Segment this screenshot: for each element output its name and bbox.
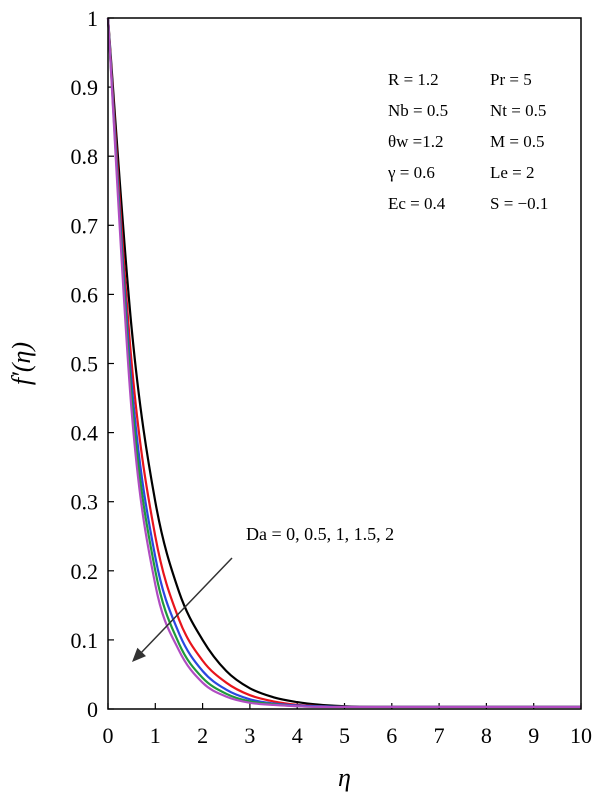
annotation-group: Da = 0, 0.5, 1, 1.5, 2 xyxy=(132,524,394,662)
y-tick-label: 0.4 xyxy=(71,421,99,446)
series-line-2 xyxy=(106,17,581,709)
parameter-label: Ec = 0.4 xyxy=(388,194,446,213)
parameter-label: M = 0.5 xyxy=(490,132,544,151)
parameter-label: Nb = 0.5 xyxy=(388,101,448,120)
series-layer xyxy=(106,17,581,709)
arrow-icon xyxy=(138,557,233,656)
y-tick-label: 0.1 xyxy=(71,628,99,653)
x-tick-label: 8 xyxy=(481,723,492,748)
y-tick-label: 0.5 xyxy=(71,352,99,377)
series-line-3 xyxy=(106,17,581,709)
x-tick-label: 1 xyxy=(150,723,161,748)
x-tick-label: 4 xyxy=(292,723,303,748)
y-tick-label: 0.3 xyxy=(71,490,99,515)
series-line-1 xyxy=(106,17,581,709)
y-tick-label: 0 xyxy=(87,697,98,722)
annotation-label: Da = 0, 0.5, 1, 1.5, 2 xyxy=(246,524,394,544)
x-tick-label: 6 xyxy=(386,723,397,748)
y-ticks: 0 0.1 0.2 0.3 0.4 0.5 0.6 0.7 0.8 0.9 1 xyxy=(71,6,114,722)
parameter-label: Le = 2 xyxy=(490,163,535,182)
x-tick-label: 9 xyxy=(528,723,539,748)
x-tick-label: 10 xyxy=(570,723,592,748)
parameter-label: R = 1.2 xyxy=(388,70,439,89)
series-line-4 xyxy=(106,17,581,709)
parameter-box: R = 1.2 Pr = 5 Nb = 0.5 Nt = 0.5 θw =1.2 M = … xyxy=(387,70,548,213)
x-ticks: 0 1 2 3 4 5 6 7 8 9 10 xyxy=(103,703,592,748)
y-tick-label: 0.9 xyxy=(71,75,99,100)
x-tick-label: 3 xyxy=(244,723,255,748)
y-axis-title: f′(η) xyxy=(7,342,36,385)
y-tick-label: 0.2 xyxy=(71,559,99,584)
parameter-label: S = −0.1 xyxy=(490,194,548,213)
parameter-label: Pr = 5 xyxy=(490,70,532,89)
parameter-label: θw =1.2 xyxy=(388,132,444,151)
x-tick-label: 5 xyxy=(339,723,350,748)
x-axis-title: η xyxy=(338,763,351,792)
parameter-label: Nt = 0.5 xyxy=(490,101,546,120)
plot-frame xyxy=(107,17,582,710)
x-tick-label: 0 xyxy=(103,723,114,748)
parameter-label: γ = 0.6 xyxy=(387,163,435,182)
x-tick-label: 2 xyxy=(197,723,208,748)
x-tick-label: 7 xyxy=(434,723,445,748)
y-tick-label: 0.8 xyxy=(71,144,99,169)
y-tick-label: 0.6 xyxy=(71,282,99,307)
y-tick-label: 0.7 xyxy=(71,213,99,238)
arrow-head-icon xyxy=(132,647,146,662)
y-tick-label: 1 xyxy=(87,6,98,31)
series-line-0 xyxy=(106,17,581,709)
